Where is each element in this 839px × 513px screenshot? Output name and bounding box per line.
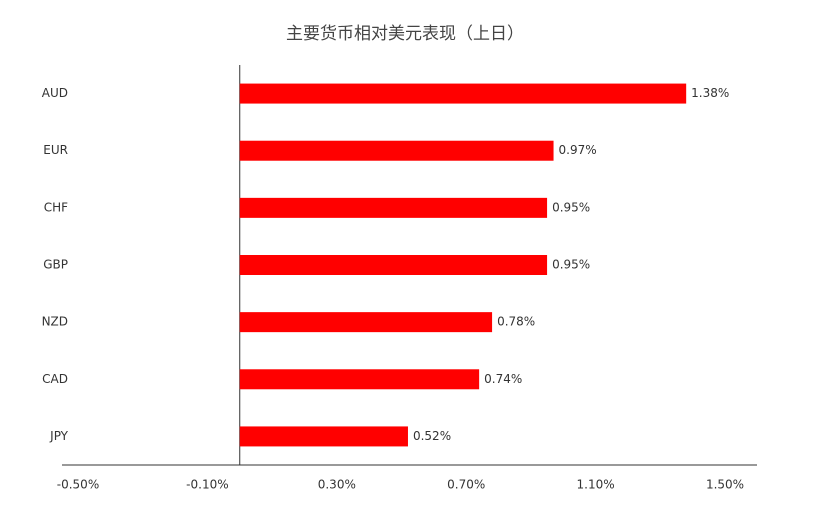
x-tick-label: 1.50% <box>706 478 744 492</box>
y-tick-label: AUD <box>42 86 68 100</box>
x-tick-label: -0.10% <box>186 478 228 492</box>
x-tick-label: -0.50% <box>57 478 99 492</box>
x-tick-label: 0.70% <box>447 478 485 492</box>
bar <box>239 83 687 104</box>
y-tick-label: GBP <box>43 258 68 272</box>
x-tick-label: 1.10% <box>577 478 615 492</box>
bar <box>239 140 554 161</box>
y-tick-label: NZD <box>42 315 68 329</box>
bar <box>239 197 548 218</box>
y-tick-label: JPY <box>49 429 69 443</box>
y-tick-label: EUR <box>43 143 68 157</box>
y-tick-label: CAD <box>42 372 68 386</box>
data-label: 0.52% <box>413 429 451 443</box>
x-tick-label: 0.30% <box>318 478 356 492</box>
bar <box>239 369 480 390</box>
data-label: 0.78% <box>497 315 535 329</box>
chart-title: 主要货币相对美元表现（上日） <box>286 24 524 44</box>
data-label: 0.97% <box>559 143 597 157</box>
data-label: 0.95% <box>552 258 590 272</box>
data-label: 0.95% <box>552 200 590 214</box>
bar <box>239 426 408 447</box>
bar <box>239 255 548 275</box>
data-label: 1.38% <box>691 86 729 100</box>
bar <box>239 312 493 333</box>
data-label: 0.74% <box>484 372 522 386</box>
y-tick-label: CHF <box>44 200 68 214</box>
